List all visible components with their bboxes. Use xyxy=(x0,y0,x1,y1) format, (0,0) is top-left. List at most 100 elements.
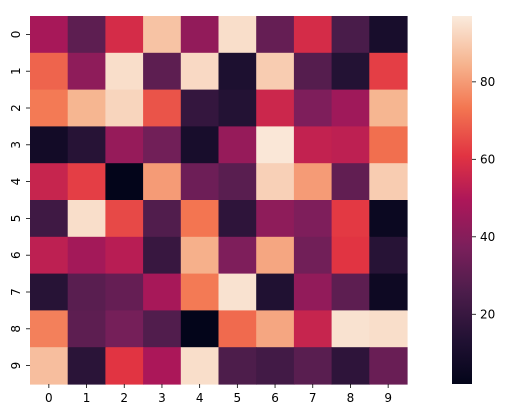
x-tick-label: 6 xyxy=(271,391,279,405)
heatmap-cell xyxy=(256,310,295,348)
heatmap-cell xyxy=(143,310,182,348)
heatmap-cell xyxy=(105,236,144,275)
heatmap-cell xyxy=(105,126,144,164)
heatmap-cell xyxy=(256,347,295,385)
colorbar-tick-label: 20 xyxy=(480,307,495,321)
heatmap-cell xyxy=(67,236,106,275)
heatmap-cell xyxy=(369,89,408,127)
heatmap-cell xyxy=(143,16,182,54)
heatmap-cell xyxy=(30,236,69,275)
heatmap-cell xyxy=(256,236,295,275)
heatmap-cell xyxy=(67,200,106,238)
heatmap-cell xyxy=(180,200,220,238)
heatmap-cell xyxy=(369,310,408,348)
heatmap-cell xyxy=(256,16,295,54)
heatmap-cell xyxy=(180,273,220,311)
x-tick-label: 4 xyxy=(196,391,204,405)
heatmap-cell xyxy=(180,52,220,91)
heatmap-cell xyxy=(256,52,295,91)
heatmap-cell xyxy=(218,126,257,164)
y-tick-label: 1 xyxy=(9,67,23,75)
heatmap-cell xyxy=(105,16,144,54)
heatmap-cell xyxy=(293,200,333,238)
colorbar-tick-label: 40 xyxy=(480,230,495,244)
heatmap-cell xyxy=(143,89,182,127)
heatmap-cell xyxy=(105,163,144,201)
heatmap-cell xyxy=(369,273,408,311)
heatmap-cell xyxy=(369,200,408,238)
heatmap-cell xyxy=(143,347,182,385)
colorbar-ticks: 20 40 60 80 xyxy=(472,75,495,321)
heatmap-cell xyxy=(331,89,370,127)
colorbar-tick-label: 80 xyxy=(480,75,495,89)
heatmap-cell xyxy=(369,347,408,385)
y-tick-label: 2 xyxy=(9,104,23,112)
heatmap-cell xyxy=(30,89,69,127)
heatmap-cell xyxy=(105,310,144,348)
heatmap-cell xyxy=(30,126,69,164)
heatmap-cell xyxy=(180,16,220,54)
heatmap-cell xyxy=(293,236,333,275)
heatmap-cell xyxy=(143,52,182,91)
heatmap-cell xyxy=(218,52,257,91)
heatmap-cell xyxy=(30,16,69,54)
heatmap-cell xyxy=(30,310,69,348)
heatmap-cell xyxy=(30,273,69,311)
x-axis-ticks: 0 1 2 3 4 5 6 7 8 9 xyxy=(45,384,392,405)
y-tick-label: 9 xyxy=(9,362,23,370)
heatmap-cell xyxy=(218,16,257,54)
heatmap-cell xyxy=(67,52,106,91)
heatmap-cell xyxy=(180,347,220,385)
heatmap-cell xyxy=(30,347,69,385)
heatmap-cell xyxy=(293,89,333,127)
heatmap-cell xyxy=(105,89,144,127)
colorbar xyxy=(452,16,472,384)
heatmap-cell xyxy=(67,163,106,201)
heatmap-cell xyxy=(331,273,370,311)
y-tick-label: 8 xyxy=(9,325,23,333)
x-tick-label: 8 xyxy=(347,391,355,405)
heatmap-cell xyxy=(331,200,370,238)
heatmap-cell xyxy=(218,200,257,238)
heatmap-cell xyxy=(293,16,333,54)
heatmap-cell xyxy=(256,89,295,127)
heatmap-cell xyxy=(105,347,144,385)
y-axis-ticks: 0 1 2 3 4 5 6 7 8 9 xyxy=(9,31,30,370)
heatmap-cell xyxy=(293,126,333,164)
heatmap-cell xyxy=(369,163,408,201)
y-tick-label: 7 xyxy=(9,288,23,296)
y-tick-label: 5 xyxy=(9,215,23,223)
heatmap-cell xyxy=(331,347,370,385)
heatmap-cell xyxy=(369,126,408,164)
x-tick-label: 5 xyxy=(234,391,242,405)
heatmap-cell xyxy=(331,52,370,91)
heatmap-cell xyxy=(218,163,257,201)
heatmap-cell xyxy=(180,163,220,201)
heatmap-cells xyxy=(30,16,408,385)
heatmap-cell xyxy=(331,16,370,54)
heatmap-cell xyxy=(67,89,106,127)
heatmap-cell xyxy=(180,236,220,275)
heatmap-cell xyxy=(369,16,408,54)
heatmap-cell xyxy=(105,52,144,91)
heatmap-cell xyxy=(293,347,333,385)
y-tick-label: 0 xyxy=(9,31,23,39)
heatmap-cell xyxy=(30,200,69,238)
heatmap-cell xyxy=(256,163,295,201)
heatmap-cell xyxy=(180,310,220,348)
heatmap-cell xyxy=(67,273,106,311)
heatmap-cell xyxy=(293,163,333,201)
heatmap-cell xyxy=(256,273,295,311)
heatmap-cell xyxy=(369,236,408,275)
heatmap-cell xyxy=(105,273,144,311)
heatmap-cell xyxy=(143,163,182,201)
heatmap-cell xyxy=(293,52,333,91)
heatmap-cell xyxy=(143,236,182,275)
heatmap-cell xyxy=(218,236,257,275)
heatmap-cell xyxy=(180,89,220,127)
y-tick-label: 6 xyxy=(9,251,23,259)
x-tick-label: 7 xyxy=(309,391,317,405)
x-tick-label: 3 xyxy=(158,391,166,405)
